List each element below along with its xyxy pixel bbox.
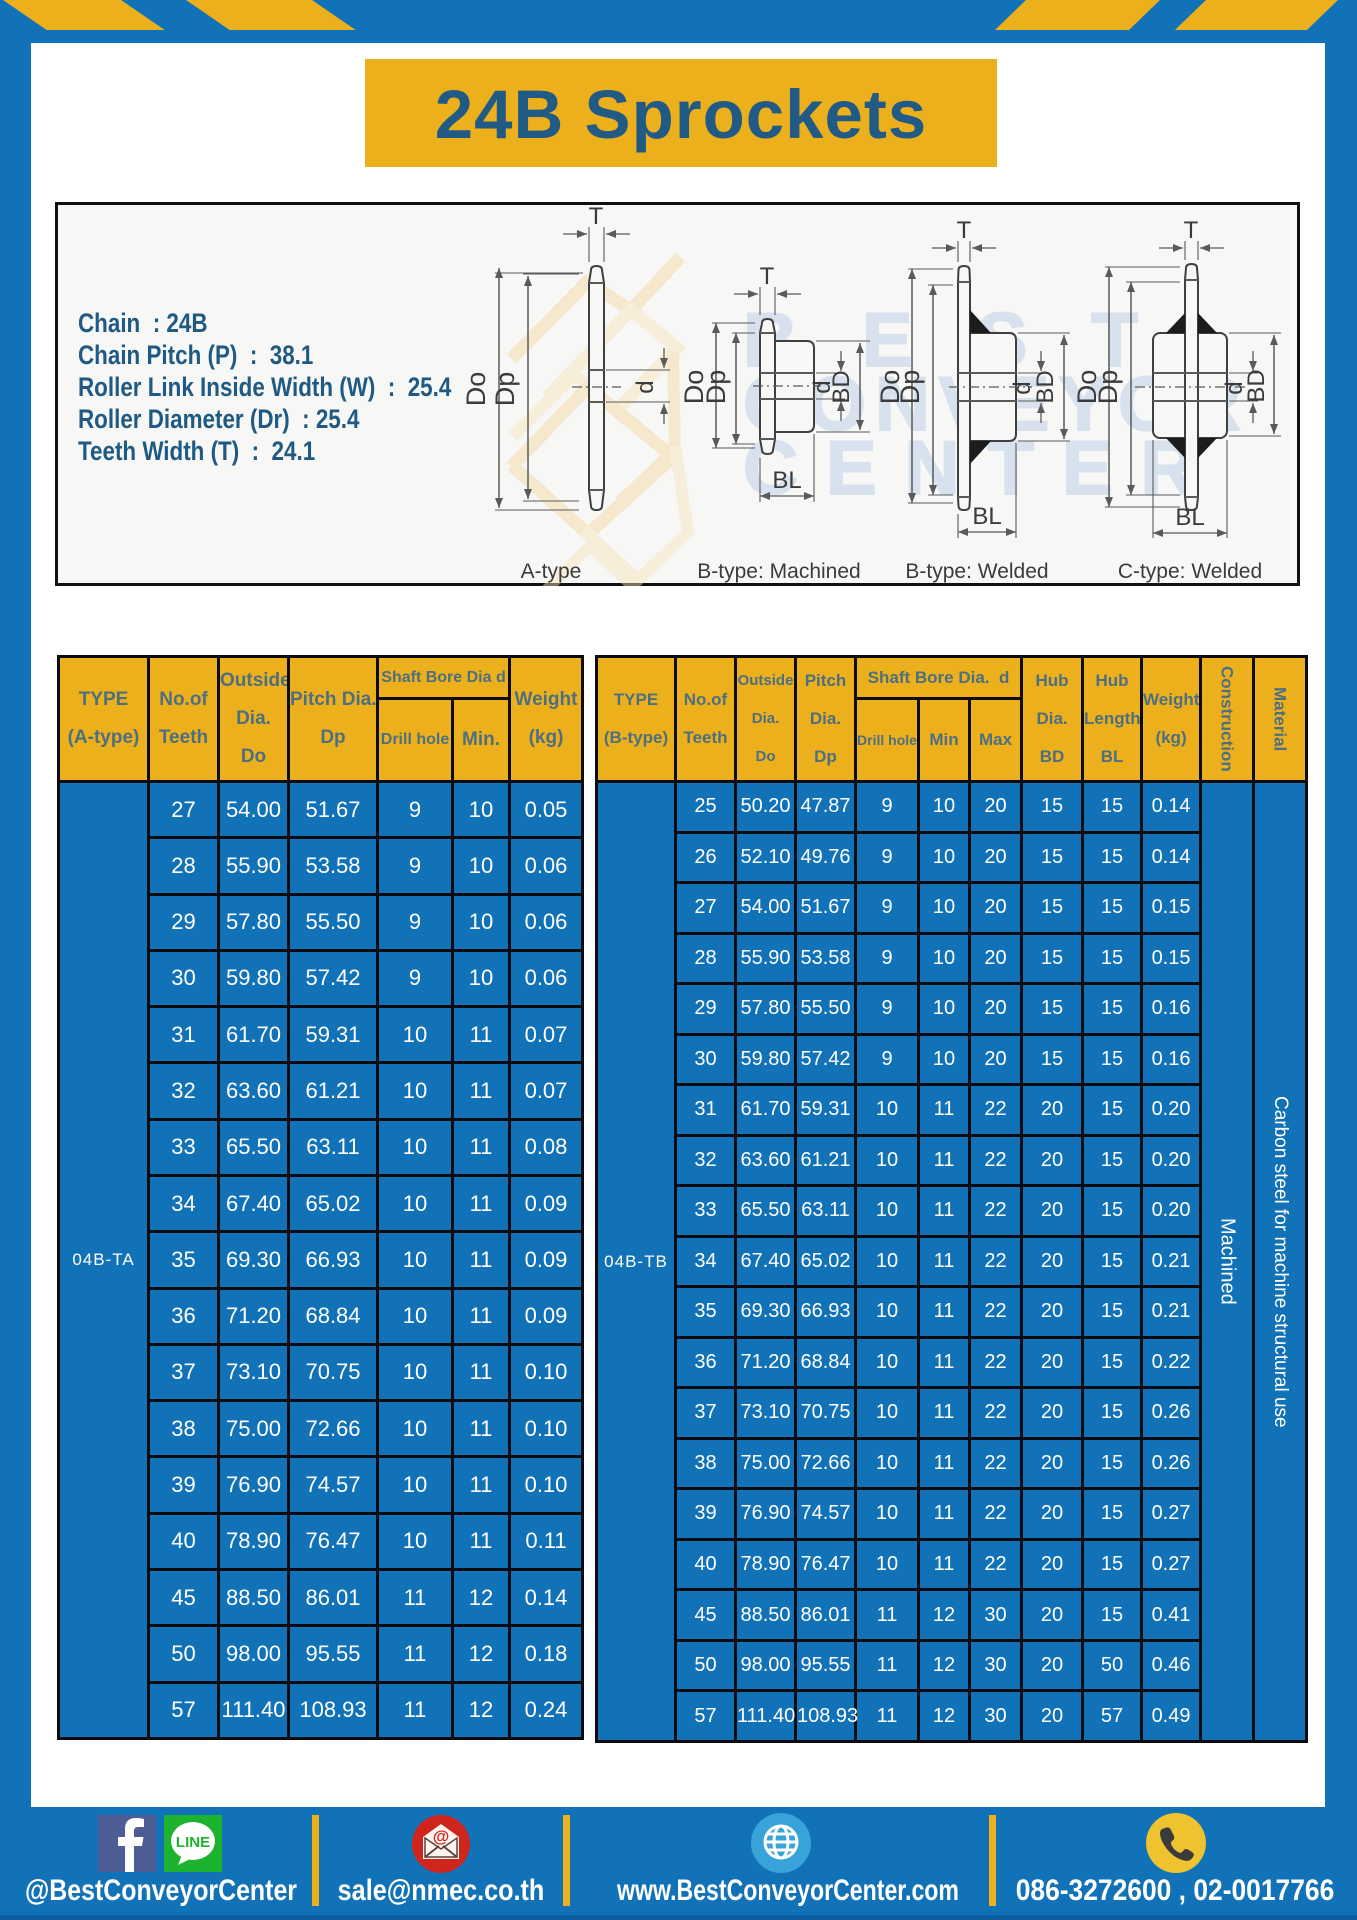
svg-text:A-type: A-type (521, 560, 582, 583)
svg-text:Dp: Dp (1093, 370, 1123, 405)
svg-text:BL: BL (972, 503, 1001, 530)
svg-text:B-type: Machined: B-type: Machined (697, 560, 860, 583)
svg-text:Dp: Dp (895, 370, 925, 405)
svg-text:d: d (1009, 381, 1036, 394)
svg-text:Do: Do (875, 370, 905, 405)
svg-text:Do: Do (679, 370, 709, 405)
svg-text:Do: Do (461, 372, 491, 407)
svg-text:T: T (589, 203, 604, 230)
svg-text:d: d (1221, 381, 1248, 394)
svg-text:BD: BD (1243, 369, 1270, 402)
svg-text:@: @ (433, 1827, 450, 1846)
svg-text:T: T (1184, 217, 1199, 244)
svg-text:T: T (760, 263, 775, 290)
svg-text:T: T (957, 217, 972, 244)
svg-text:Dp: Dp (490, 372, 520, 407)
svg-text:BD: BD (828, 370, 855, 403)
svg-text:Dp: Dp (701, 370, 731, 405)
svg-text:B-type: Welded: B-type: Welded (905, 560, 1048, 583)
svg-text:BD: BD (1032, 370, 1059, 403)
svg-text:C-type: Welded: C-type: Welded (1118, 560, 1262, 583)
svg-text:d: d (632, 380, 659, 393)
svg-text:LINE: LINE (176, 1834, 210, 1851)
svg-text:BL: BL (772, 467, 801, 494)
svg-text:d: d (809, 380, 836, 393)
svg-text:BL: BL (1175, 504, 1204, 531)
svg-text:Do: Do (1072, 370, 1102, 405)
